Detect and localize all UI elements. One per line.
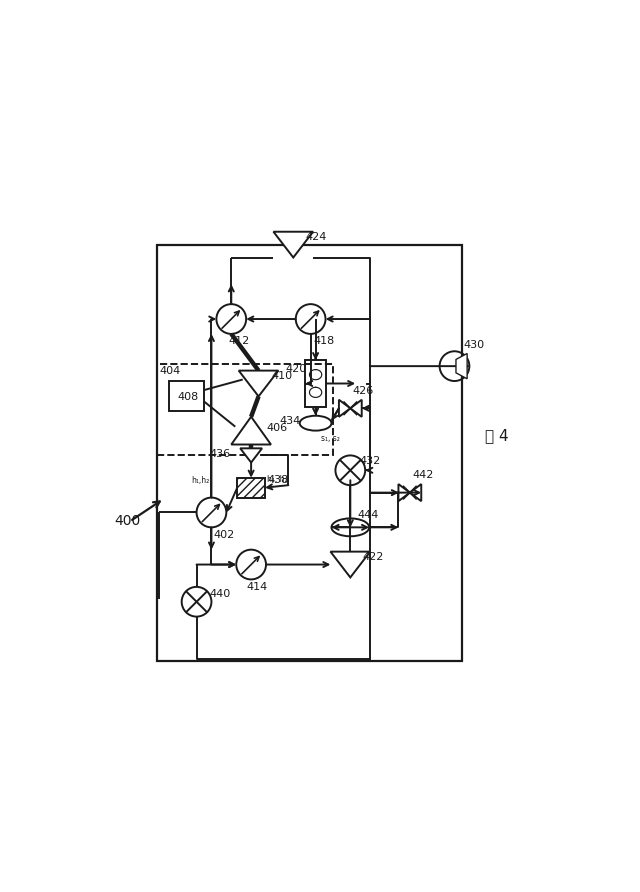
Text: 432: 432 xyxy=(359,457,381,467)
Text: 412: 412 xyxy=(229,336,250,346)
Text: h₁,h₂: h₁,h₂ xyxy=(191,475,210,484)
Text: h₁, h₂: h₁, h₂ xyxy=(267,475,287,483)
Text: 436: 436 xyxy=(209,450,230,459)
Polygon shape xyxy=(273,232,313,258)
Text: 410: 410 xyxy=(271,371,292,381)
Text: 図 4: 図 4 xyxy=(485,428,508,443)
Polygon shape xyxy=(456,353,467,379)
Text: 442: 442 xyxy=(412,470,434,480)
Polygon shape xyxy=(240,449,262,463)
Text: 402: 402 xyxy=(214,530,235,540)
Text: 422: 422 xyxy=(363,552,384,562)
Text: 426: 426 xyxy=(353,386,374,396)
Bar xyxy=(237,478,265,498)
Text: 444: 444 xyxy=(358,510,379,520)
Polygon shape xyxy=(239,370,278,396)
Text: 434: 434 xyxy=(280,416,301,425)
Bar xyxy=(157,364,333,456)
Bar xyxy=(305,360,326,407)
Text: 438: 438 xyxy=(267,475,288,485)
Text: 400: 400 xyxy=(115,514,141,528)
Text: s₁, s₂: s₁, s₂ xyxy=(321,434,339,442)
Text: 406: 406 xyxy=(266,423,287,434)
Polygon shape xyxy=(350,400,362,417)
Text: 420: 420 xyxy=(286,364,307,374)
Polygon shape xyxy=(399,484,410,501)
Polygon shape xyxy=(339,400,350,417)
Polygon shape xyxy=(231,417,271,444)
Text: 440: 440 xyxy=(209,590,230,599)
Bar xyxy=(169,381,205,411)
Text: 414: 414 xyxy=(246,582,268,591)
Text: 408: 408 xyxy=(178,392,199,402)
Polygon shape xyxy=(410,484,421,501)
Text: 430: 430 xyxy=(463,340,484,350)
Text: 404: 404 xyxy=(159,366,180,376)
Text: 418: 418 xyxy=(313,336,334,346)
Text: 424: 424 xyxy=(306,232,327,242)
Bar xyxy=(157,244,462,661)
Polygon shape xyxy=(330,551,370,577)
